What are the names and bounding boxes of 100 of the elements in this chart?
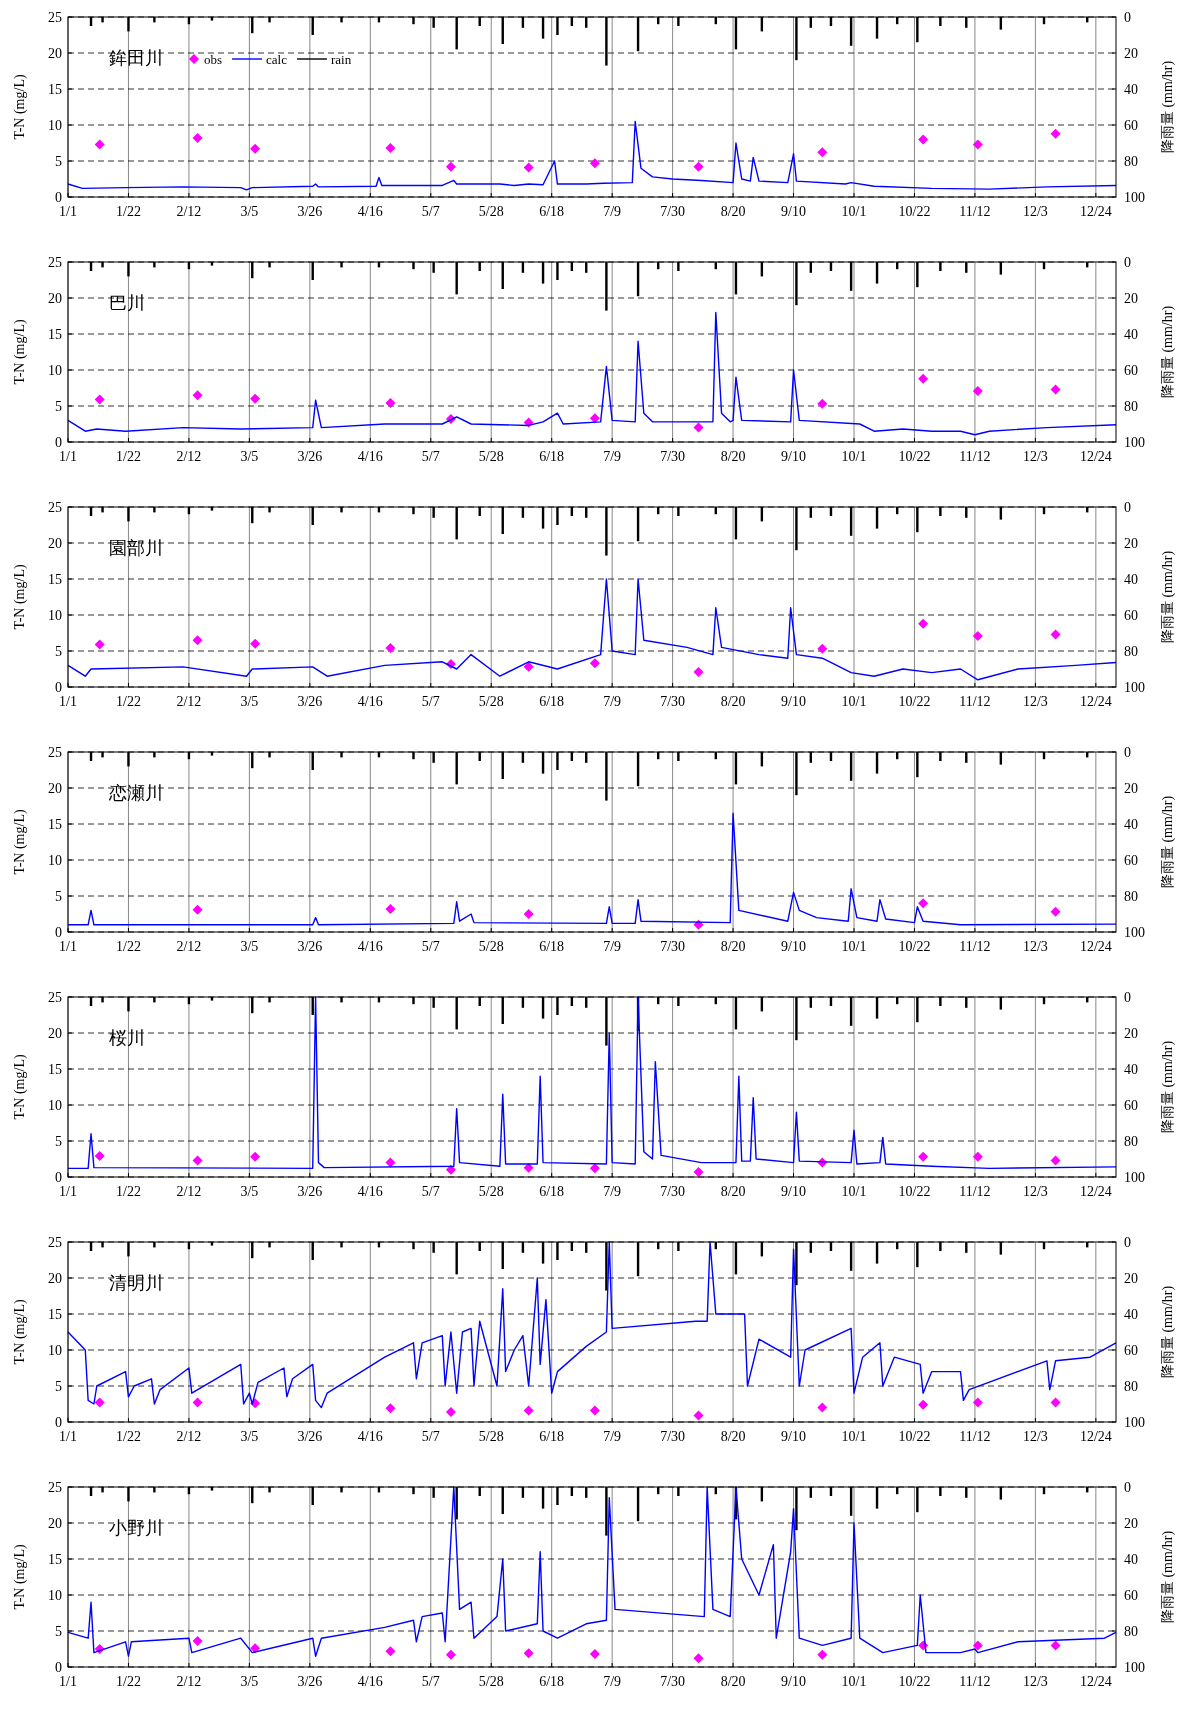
y2-tick-label: 20 [1124, 1026, 1138, 1041]
y2-tick-label: 40 [1124, 1307, 1138, 1322]
y-tick-label: 20 [48, 781, 62, 796]
x-tick-label: 11/12 [959, 1674, 991, 1689]
x-tick-label: 10/22 [898, 1429, 931, 1444]
y2-tick-label: 0 [1124, 500, 1131, 515]
x-tick-label: 12/3 [1022, 694, 1048, 709]
y-tick-label: 25 [48, 10, 62, 25]
x-tick-label: 3/5 [240, 204, 259, 219]
x-tick-label: 10/22 [898, 1184, 931, 1199]
y-axis-title: T-N (mg/L) [12, 1054, 28, 1120]
y2-axis-title: 降雨量 (mm/hr) [1160, 1285, 1176, 1379]
y-tick-label: 5 [55, 1624, 62, 1639]
x-tick-label: 12/3 [1022, 1674, 1048, 1689]
y2-tick-label: 40 [1124, 817, 1138, 832]
y-tick-label: 10 [48, 853, 62, 868]
x-tick-label: 3/26 [297, 1184, 323, 1199]
y2-tick-label: 100 [1124, 680, 1145, 695]
x-tick-label: 7/30 [660, 939, 686, 954]
x-tick-label: 7/9 [603, 939, 622, 954]
x-tick-label: 2/12 [176, 1429, 202, 1444]
x-tick-label: 2/12 [176, 449, 202, 464]
x-tick-label: 12/3 [1022, 1184, 1048, 1199]
x-tick-label: 5/28 [478, 1674, 504, 1689]
x-tick-label: 9/10 [781, 939, 806, 954]
y-tick-label: 15 [48, 1307, 62, 1322]
legend-label: obs [204, 52, 223, 67]
x-tick-label: 6/18 [539, 694, 565, 709]
y2-tick-label: 20 [1124, 1516, 1138, 1531]
x-tick-label: 11/12 [959, 204, 991, 219]
y-tick-label: 0 [55, 925, 62, 940]
y-tick-label: 10 [48, 1588, 62, 1603]
x-tick-label: 4/16 [357, 204, 383, 219]
y2-tick-label: 100 [1124, 1660, 1145, 1675]
x-tick-label: 12/24 [1079, 694, 1112, 709]
x-tick-label: 3/26 [297, 694, 323, 709]
text: 小野川 [109, 1517, 163, 1538]
y2-axis-title: 降雨量 (mm/hr) [1160, 1040, 1176, 1134]
x-tick-label: 7/30 [660, 1184, 686, 1199]
x-tick-label: 5/7 [421, 204, 440, 219]
y-tick-label: 10 [48, 1098, 62, 1113]
x-tick-label: 9/10 [781, 1184, 806, 1199]
x-tick-label: 8/20 [720, 1429, 746, 1444]
x-tick-label: 3/5 [240, 1674, 259, 1689]
y2-axis-title: 降雨量 (mm/hr) [1160, 795, 1176, 889]
x-tick-label: 12/24 [1079, 939, 1112, 954]
x-tick-label: 6/18 [539, 204, 565, 219]
x-tick-label: 1/22 [116, 204, 141, 219]
y2-tick-label: 0 [1124, 10, 1131, 25]
y2-tick-label: 100 [1124, 435, 1145, 450]
text: 恋瀬川 [108, 782, 163, 803]
y-tick-label: 15 [48, 1552, 62, 1567]
x-tick-label: 4/16 [357, 694, 383, 709]
x-tick-label: 5/28 [478, 939, 504, 954]
x-tick-label: 12/24 [1079, 1674, 1112, 1689]
x-tick-label: 10/22 [898, 204, 931, 219]
x-tick-label: 12/3 [1022, 939, 1048, 954]
x-tick-label: 8/20 [720, 204, 746, 219]
y2-axis-title: 降雨量 (mm/hr) [1160, 1530, 1176, 1624]
x-tick-label: 7/30 [660, 1674, 686, 1689]
x-tick-label: 9/10 [781, 204, 806, 219]
y-tick-label: 5 [55, 154, 62, 169]
x-tick-label: 12/24 [1079, 1429, 1112, 1444]
x-tick-label: 7/30 [660, 694, 686, 709]
x-tick-label: 3/5 [240, 694, 259, 709]
x-tick-label: 1/1 [59, 1184, 77, 1199]
x-tick-label: 2/12 [176, 1674, 202, 1689]
y2-tick-label: 0 [1124, 255, 1131, 270]
x-tick-label: 1/22 [116, 694, 141, 709]
y-tick-label: 0 [55, 435, 62, 450]
y2-tick-label: 0 [1124, 745, 1131, 760]
x-tick-label: 11/12 [959, 1184, 991, 1199]
x-tick-label: 11/12 [959, 694, 991, 709]
x-tick-label: 10/22 [898, 694, 931, 709]
x-tick-label: 3/26 [297, 1674, 323, 1689]
x-tick-label: 12/24 [1079, 449, 1112, 464]
text: 清明川 [109, 1272, 163, 1293]
x-tick-label: 10/22 [898, 449, 931, 464]
y2-tick-label: 80 [1124, 399, 1138, 414]
x-tick-label: 10/1 [841, 694, 867, 709]
x-tick-label: 5/7 [421, 1184, 440, 1199]
y2-tick-label: 80 [1124, 1624, 1138, 1639]
x-tick-label: 3/26 [297, 204, 323, 219]
y2-tick-label: 40 [1124, 1552, 1138, 1567]
x-tick-label: 10/1 [841, 449, 867, 464]
y-tick-label: 25 [48, 1480, 62, 1495]
y-tick-label: 25 [48, 500, 62, 515]
x-tick-label: 8/20 [720, 1184, 746, 1199]
x-tick-label: 5/28 [478, 1429, 504, 1444]
x-tick-label: 10/22 [898, 1674, 931, 1689]
x-tick-label: 8/20 [720, 449, 746, 464]
y-tick-label: 10 [48, 1343, 62, 1358]
x-tick-label: 5/7 [421, 1674, 440, 1689]
x-tick-label: 8/20 [720, 939, 746, 954]
x-tick-label: 10/22 [898, 939, 931, 954]
x-tick-label: 1/1 [59, 1429, 77, 1444]
x-tick-label: 7/9 [603, 694, 622, 709]
legend-label: calc [266, 52, 288, 67]
x-tick-label: 5/28 [478, 449, 504, 464]
x-tick-label: 7/9 [603, 204, 622, 219]
